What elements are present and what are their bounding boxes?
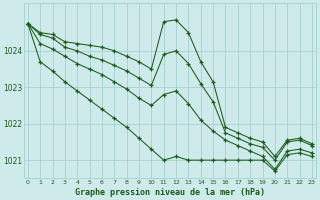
X-axis label: Graphe pression niveau de la mer (hPa): Graphe pression niveau de la mer (hPa) bbox=[75, 188, 265, 197]
